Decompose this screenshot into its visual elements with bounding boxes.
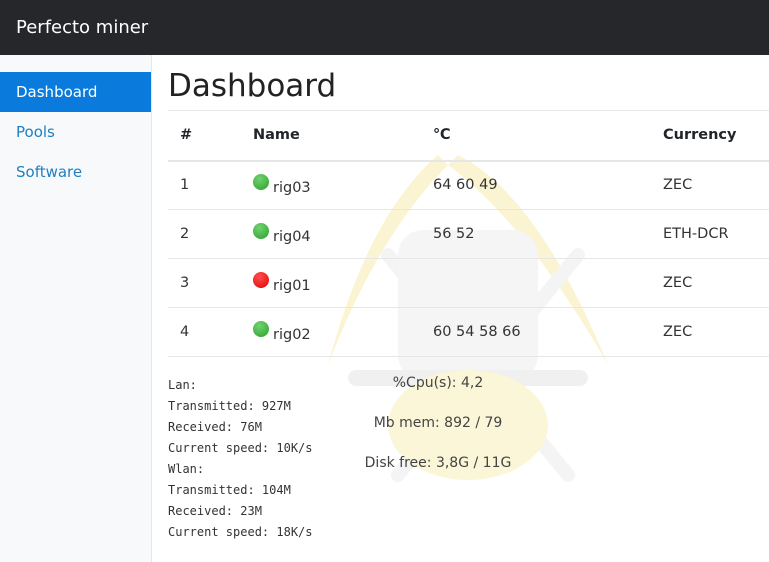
- rig-temperatures: 60 54 58 66: [433, 307, 663, 357]
- rig-currency: ETH-DCR: [663, 209, 769, 259]
- column-header-name: Name: [253, 110, 433, 162]
- status-dot-icon: [253, 321, 269, 337]
- sidebar-item-dashboard[interactable]: Dashboard: [0, 72, 151, 112]
- table-row: 4 rig02 60 54 58 66 ZEC: [168, 307, 769, 357]
- rig-currency: ZEC: [663, 160, 769, 210]
- rig-temperatures: 56 52: [433, 209, 663, 259]
- rigs-table: # Name ℃ Currency 1 rig03 64 60 49 ZEC 2 …: [168, 110, 769, 357]
- status-dot-icon: [253, 223, 269, 239]
- table-row: 2 rig04 56 52 ETH-DCR: [168, 209, 769, 259]
- rig-temperatures: [433, 258, 663, 308]
- page-title: Dashboard: [168, 68, 337, 104]
- rig-number: 4: [168, 307, 253, 357]
- network-stat-line: Current speed: 18K/s: [168, 525, 313, 539]
- rig-name: rig01: [273, 278, 311, 294]
- rig-name: rig03: [273, 180, 311, 197]
- rig-temperatures: 64 60 49: [433, 160, 663, 210]
- network-stat-line: Transmitted: 927M: [168, 399, 291, 413]
- network-stat-line: Received: 23M: [168, 504, 262, 518]
- network-stats: Lan: Transmitted: 927M Received: 76M Curren…: [168, 375, 313, 543]
- app-title: Perfecto miner: [0, 0, 769, 55]
- column-header-number: #: [168, 110, 253, 162]
- rig-currency: ZEC: [663, 307, 769, 357]
- table-row: 1 rig03 64 60 49 ZEC: [168, 160, 769, 210]
- status-dot-icon: [253, 174, 269, 191]
- network-stat-line: Wlan:: [168, 462, 205, 476]
- rig-name-cell: rig04: [253, 209, 433, 259]
- main-content: Dashboard # Name ℃ Currency 1 rig03 64 6…: [168, 55, 769, 562]
- rig-name-cell: rig03: [253, 160, 433, 210]
- memory-usage: Mb mem: 892 / 79: [373, 415, 503, 431]
- disk-free: Disk free: 3,8G / 11G: [364, 455, 512, 471]
- rig-name-cell: rig01: [253, 258, 433, 308]
- network-stat-line: Lan:: [168, 378, 197, 392]
- rig-number: 1: [168, 160, 253, 210]
- network-stat-line: Received: 76M: [168, 420, 262, 434]
- column-header-temperature: ℃: [433, 110, 663, 162]
- rig-number: 2: [168, 209, 253, 259]
- column-header-currency: Currency: [663, 110, 769, 162]
- status-dot-icon: [253, 272, 269, 288]
- table-row: 3 rig01 ZEC: [168, 258, 769, 308]
- rig-currency: ZEC: [663, 258, 769, 308]
- sidebar-item-pools[interactable]: Pools: [16, 123, 55, 141]
- rig-name-cell: rig02: [253, 307, 433, 357]
- rig-name: rig04: [273, 229, 311, 245]
- rig-name: rig02: [273, 327, 311, 343]
- rig-number: 3: [168, 258, 253, 308]
- sidebar: Dashboard Pools Software: [0, 55, 152, 562]
- sidebar-item-software[interactable]: Software: [16, 163, 83, 181]
- cpu-usage: %Cpu(s): 4,2: [392, 375, 484, 391]
- network-stat-line: Transmitted: 104M: [168, 483, 291, 497]
- network-stat-line: Current speed: 10K/s: [168, 441, 313, 455]
